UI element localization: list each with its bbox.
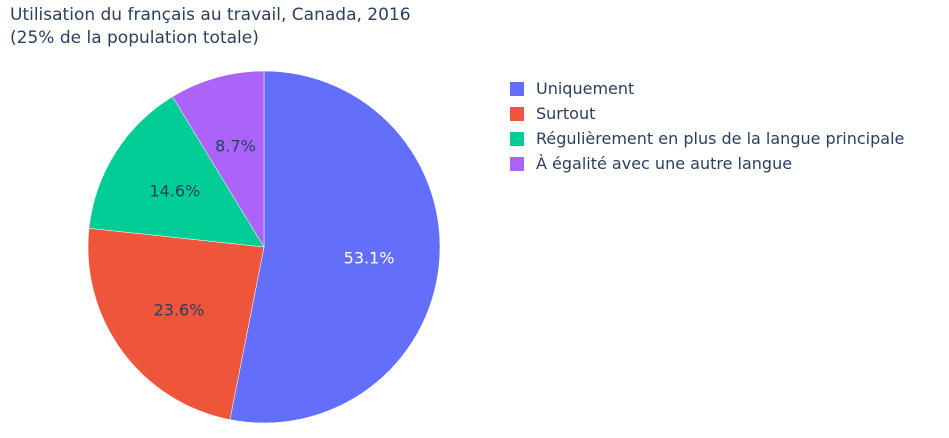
chart-title-block: Utilisation du français au travail, Cana… xyxy=(10,4,411,50)
legend-item-regulierement[interactable]: Régulièrement en plus de la langue princ… xyxy=(510,126,904,151)
slice-label-uniquement: 53.1% xyxy=(344,248,395,267)
legend-swatch-uniquement xyxy=(510,81,524,96)
legend-item-egalite[interactable]: À égalité avec une autre langue xyxy=(510,151,904,176)
legend-label-uniquement: Uniquement xyxy=(536,79,635,98)
chart-subtitle: (25% de la population totale) xyxy=(10,28,259,48)
slice-label-egalite: 8.7% xyxy=(215,136,256,155)
legend-swatch-regulierement xyxy=(510,131,524,146)
pie-slice-surtout[interactable] xyxy=(87,227,265,420)
legend-label-egalite: À égalité avec une autre langue xyxy=(536,154,793,173)
slice-label-surtout: 23.6% xyxy=(154,301,205,320)
pie-slice-regulierement[interactable] xyxy=(88,96,265,248)
legend-item-uniquement[interactable]: Uniquement xyxy=(510,76,904,101)
legend-swatch-egalite xyxy=(510,156,524,171)
slice-label-regulierement: 14.6% xyxy=(149,181,200,200)
pie-slice-uniquement[interactable] xyxy=(229,70,441,424)
legend-item-surtout[interactable]: Surtout xyxy=(510,101,904,126)
legend-swatch-surtout xyxy=(510,106,524,121)
legend-label-surtout: Surtout xyxy=(536,104,596,123)
pie-slice-egalite[interactable] xyxy=(172,70,265,248)
legend: Uniquement Surtout Régulièrement en plus… xyxy=(510,76,904,176)
chart-title: Utilisation du français au travail, Cana… xyxy=(10,5,411,25)
legend-label-regulierement: Régulièrement en plus de la langue princ… xyxy=(536,129,905,148)
